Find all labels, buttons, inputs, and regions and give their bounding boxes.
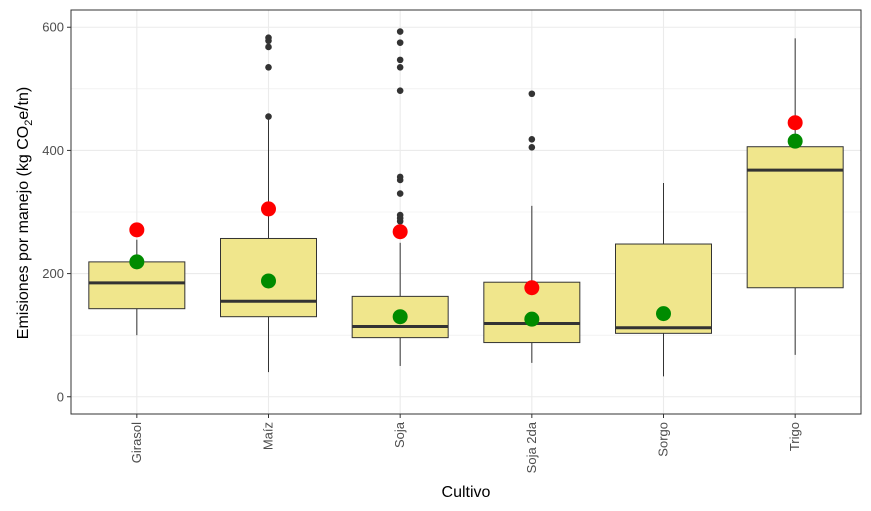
grid-lines bbox=[71, 10, 861, 414]
outlier-point bbox=[396, 39, 404, 46]
marker-layer bbox=[129, 115, 803, 327]
outlier-point bbox=[265, 63, 272, 71]
y-axis-title-slash: / bbox=[12, 105, 33, 111]
x-tick-label: Maíz bbox=[261, 422, 276, 450]
y-axis-title: Emisiones por manejo (kg CO2e/tn) bbox=[12, 87, 35, 339]
outlier-point bbox=[528, 144, 536, 151]
x-tick-label: Girasol bbox=[129, 422, 144, 463]
x-tick-label: Soja bbox=[392, 421, 407, 448]
green-marker bbox=[392, 309, 408, 325]
outlier-point bbox=[396, 190, 404, 197]
x-tick-label: Soja 2da bbox=[524, 421, 539, 473]
y-axis-title-suffix: tn) bbox=[15, 87, 32, 106]
red-marker bbox=[524, 280, 540, 296]
outlier-point bbox=[396, 87, 404, 94]
outlier-point bbox=[528, 136, 536, 143]
panel-border bbox=[70, 9, 862, 415]
outlier-point bbox=[265, 43, 272, 51]
outlier-point bbox=[396, 211, 404, 219]
outlier-point bbox=[265, 34, 272, 42]
green-marker bbox=[129, 254, 145, 270]
outlier-point bbox=[265, 113, 272, 120]
outlier-point bbox=[396, 63, 404, 71]
x-tick-label: Sorgo bbox=[656, 422, 671, 457]
red-marker bbox=[787, 115, 803, 131]
y-axis-title-subscript: 2 bbox=[23, 120, 35, 126]
x-axis-title: Cultivo bbox=[442, 484, 491, 501]
outlier-point bbox=[396, 173, 404, 181]
y-tick-label: 600 bbox=[42, 20, 64, 35]
green-marker bbox=[787, 133, 803, 149]
red-marker bbox=[392, 224, 408, 240]
axis-layer: 0 200 400 600 Girasol Maíz Soja Soja 2da Sorgo Tr… bbox=[42, 20, 802, 474]
box-iqr bbox=[746, 146, 844, 289]
green-marker bbox=[656, 306, 671, 322]
box-layer bbox=[88, 28, 844, 377]
green-marker bbox=[524, 311, 540, 327]
red-marker bbox=[261, 201, 276, 217]
green-marker bbox=[261, 273, 276, 289]
y-axis-title-prefix: Emisiones por manejo (kg CO bbox=[15, 126, 32, 339]
y-axis-title-mid: e bbox=[15, 111, 32, 120]
y-tick-label: 200 bbox=[42, 266, 64, 281]
y-tick-label: 0 bbox=[57, 389, 64, 404]
box-iqr bbox=[88, 261, 186, 310]
outlier-point bbox=[396, 28, 404, 35]
outlier-point bbox=[396, 56, 404, 64]
red-marker bbox=[129, 222, 145, 238]
y-tick-label: 400 bbox=[42, 143, 64, 158]
x-tick-label: Trigo bbox=[787, 422, 802, 451]
outlier-point bbox=[528, 90, 536, 98]
